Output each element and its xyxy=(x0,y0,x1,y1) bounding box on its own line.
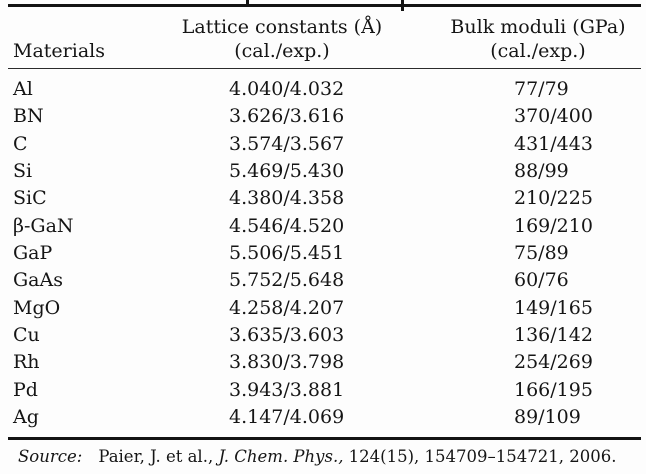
lattice-cell: 4.546/4.520 xyxy=(229,214,345,237)
bulk-cell: 169/210 xyxy=(514,214,593,237)
lattice-cell: 3.574/3.567 xyxy=(229,132,345,155)
bulk-cell: 89/109 xyxy=(514,406,581,429)
table-row: Si 5.469/5.430 88/99 xyxy=(0,158,646,185)
bulk-cell: 370/400 xyxy=(514,105,593,128)
header-separator-rule xyxy=(8,68,641,70)
lattice-cell: 5.752/5.648 xyxy=(229,269,345,292)
table-body: Al 4.040/4.032 77/79 BN 3.626/3.616 370/… xyxy=(0,76,646,431)
material-cell: GaAs xyxy=(13,269,63,292)
bulk-cell: 210/225 xyxy=(514,187,593,210)
table-row: GaAs 5.752/5.648 60/76 xyxy=(0,267,646,294)
lattice-cell: 4.147/4.069 xyxy=(229,406,345,429)
material-cell: Pd xyxy=(13,378,38,401)
column-header-lattice-line2: (cal./exp.) xyxy=(234,40,330,62)
source-citation-pre: Paier, J. et al., xyxy=(98,447,219,466)
table-top-rule xyxy=(8,4,641,7)
material-cell: GaP xyxy=(13,242,53,265)
table-row: MgO 4.258/4.207 149/165 xyxy=(0,295,646,322)
bulk-cell: 75/89 xyxy=(514,242,569,265)
bulk-cell: 136/142 xyxy=(514,324,593,347)
lattice-cell: 3.626/3.616 xyxy=(229,105,345,128)
lattice-cell: 3.635/3.603 xyxy=(229,324,345,347)
table-row: C 3.574/3.567 431/443 xyxy=(0,131,646,158)
material-cell: Si xyxy=(13,160,33,183)
material-cell: Rh xyxy=(13,351,40,374)
table-row: SiC 4.380/4.358 210/225 xyxy=(0,185,646,212)
material-cell: C xyxy=(13,132,28,155)
table-row: β-GaN 4.546/4.520 169/210 xyxy=(0,213,646,240)
bulk-cell: 431/443 xyxy=(514,132,593,155)
table-row: Rh 3.830/3.798 254/269 xyxy=(0,349,646,376)
material-cell: β-GaN xyxy=(13,214,74,237)
material-cell: MgO xyxy=(13,296,61,319)
material-cell: SiC xyxy=(13,187,47,210)
caption-descender-mark xyxy=(246,0,249,5)
table-row: Ag 4.147/4.069 89/109 xyxy=(0,404,646,431)
table-bottom-rule xyxy=(8,437,641,440)
column-header-bulk-line1: Bulk moduli (GPa) xyxy=(450,16,626,38)
table-row: GaP 5.506/5.451 75/89 xyxy=(0,240,646,267)
lattice-cell: 3.943/3.881 xyxy=(229,378,345,401)
source-journal-name: J. Chem. Phys., xyxy=(218,447,344,466)
lattice-cell: 4.258/4.207 xyxy=(229,296,345,319)
lattice-cell: 5.469/5.430 xyxy=(229,160,345,183)
source-citation: Source: Paier, J. et al., J. Chem. Phys.,… xyxy=(18,446,617,468)
source-citation-post: 124(15), 154709–154721, 2006. xyxy=(343,447,617,466)
bulk-cell: 88/99 xyxy=(514,160,569,183)
bulk-cell: 166/195 xyxy=(514,378,593,401)
source-label: Source: xyxy=(18,447,83,466)
column-header-materials: Materials xyxy=(13,40,105,62)
lattice-cell: 5.506/5.451 xyxy=(229,242,345,265)
column-header-lattice-line1: Lattice constants (Å) xyxy=(181,16,383,38)
column-header-bulk-moduli: Bulk moduli (GPa) (cal./exp.) xyxy=(432,15,644,63)
table-row: Cu 3.635/3.603 136/142 xyxy=(0,322,646,349)
bulk-cell: 254/269 xyxy=(514,351,593,374)
lattice-cell: 4.040/4.032 xyxy=(229,78,345,100)
table-row: Al 4.040/4.032 77/79 xyxy=(0,76,646,103)
material-cell: BN xyxy=(13,105,44,128)
table-row: BN 3.626/3.616 370/400 xyxy=(0,103,646,130)
bulk-cell: 77/79 xyxy=(514,78,569,100)
bulk-cell: 60/76 xyxy=(514,269,569,292)
lattice-cell: 3.830/3.798 xyxy=(229,351,345,374)
material-cell: Ag xyxy=(13,406,39,429)
table-row: Pd 3.943/3.881 166/195 xyxy=(0,377,646,404)
bulk-cell: 149/165 xyxy=(514,296,593,319)
material-cell: Al xyxy=(13,78,33,100)
column-header-bulk-line2: (cal./exp.) xyxy=(490,40,586,62)
lattice-cell: 4.380/4.358 xyxy=(229,187,345,210)
column-header-lattice-constants: Lattice constants (Å) (cal./exp.) xyxy=(158,15,406,63)
material-cell: Cu xyxy=(13,324,40,347)
